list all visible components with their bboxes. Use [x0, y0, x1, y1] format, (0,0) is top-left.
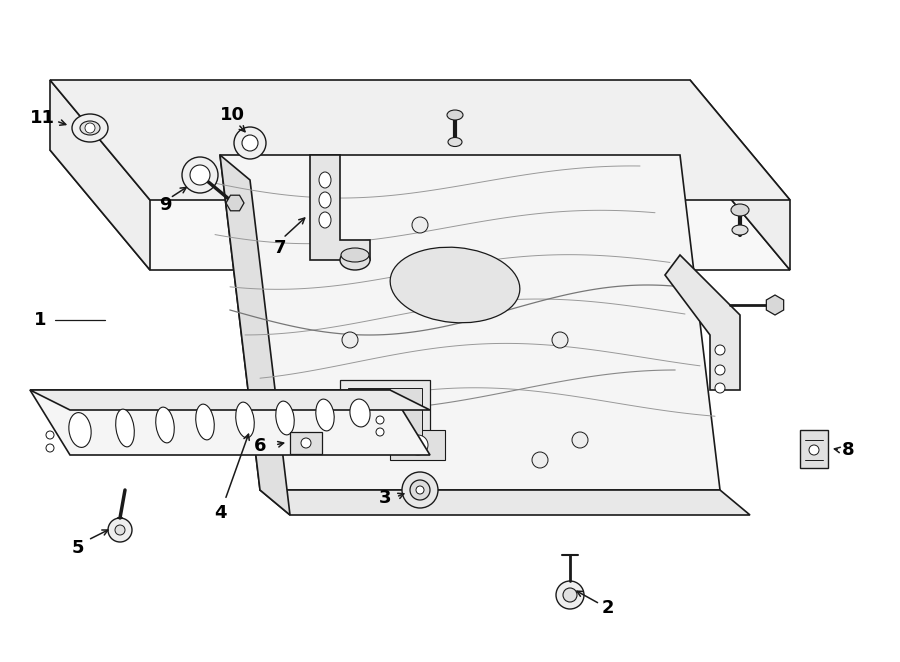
Ellipse shape — [447, 110, 463, 120]
Circle shape — [85, 123, 95, 133]
Ellipse shape — [275, 401, 294, 435]
Polygon shape — [50, 80, 790, 200]
Circle shape — [242, 135, 258, 151]
Text: 4: 4 — [214, 504, 226, 522]
Polygon shape — [665, 255, 740, 390]
Circle shape — [416, 486, 424, 494]
Polygon shape — [30, 390, 430, 410]
Circle shape — [410, 480, 430, 500]
Circle shape — [342, 332, 358, 348]
Text: 6: 6 — [254, 437, 266, 455]
Ellipse shape — [350, 399, 370, 427]
Circle shape — [190, 165, 210, 185]
Ellipse shape — [116, 409, 134, 447]
Text: 1: 1 — [34, 311, 46, 329]
Text: 9: 9 — [158, 196, 171, 214]
Circle shape — [563, 588, 577, 602]
Text: 7: 7 — [274, 239, 286, 257]
Ellipse shape — [732, 225, 748, 235]
Circle shape — [809, 445, 819, 455]
Ellipse shape — [448, 138, 462, 146]
Bar — [348, 388, 422, 438]
Circle shape — [408, 435, 428, 455]
Circle shape — [376, 428, 384, 436]
Ellipse shape — [319, 172, 331, 188]
Text: 10: 10 — [220, 106, 245, 124]
Circle shape — [301, 438, 311, 448]
Circle shape — [115, 525, 125, 535]
Text: 2: 2 — [602, 599, 614, 617]
Bar — [290, 432, 322, 454]
Circle shape — [46, 444, 54, 452]
Polygon shape — [220, 155, 290, 515]
Circle shape — [715, 345, 725, 355]
Ellipse shape — [731, 204, 749, 216]
Bar — [800, 430, 828, 468]
Circle shape — [108, 518, 132, 542]
Circle shape — [715, 383, 725, 393]
Circle shape — [372, 437, 388, 453]
Ellipse shape — [195, 404, 214, 440]
Ellipse shape — [316, 399, 334, 431]
Polygon shape — [50, 80, 150, 270]
Text: 3: 3 — [379, 489, 392, 507]
Ellipse shape — [236, 402, 255, 438]
Circle shape — [715, 365, 725, 375]
Ellipse shape — [80, 121, 100, 135]
Bar — [340, 380, 430, 445]
Polygon shape — [690, 80, 790, 270]
Circle shape — [532, 452, 548, 468]
Circle shape — [46, 431, 54, 439]
Circle shape — [182, 157, 218, 193]
Ellipse shape — [391, 247, 520, 323]
Circle shape — [552, 332, 568, 348]
Ellipse shape — [156, 407, 175, 443]
Circle shape — [572, 432, 588, 448]
Circle shape — [234, 127, 266, 159]
Polygon shape — [30, 390, 430, 455]
Circle shape — [556, 581, 584, 609]
Polygon shape — [226, 195, 244, 211]
Ellipse shape — [72, 114, 108, 142]
Polygon shape — [260, 490, 750, 515]
Circle shape — [402, 472, 438, 508]
Text: 11: 11 — [30, 109, 55, 127]
Ellipse shape — [319, 212, 331, 228]
Polygon shape — [220, 155, 720, 490]
Circle shape — [412, 217, 428, 233]
Ellipse shape — [341, 248, 369, 262]
Polygon shape — [50, 150, 790, 270]
Ellipse shape — [340, 250, 370, 270]
Polygon shape — [310, 155, 370, 260]
Ellipse shape — [68, 412, 91, 448]
Text: 8: 8 — [842, 441, 854, 459]
Ellipse shape — [319, 192, 331, 208]
Circle shape — [376, 416, 384, 424]
Text: 5: 5 — [72, 539, 85, 557]
Polygon shape — [766, 295, 784, 315]
Bar — [390, 430, 445, 460]
